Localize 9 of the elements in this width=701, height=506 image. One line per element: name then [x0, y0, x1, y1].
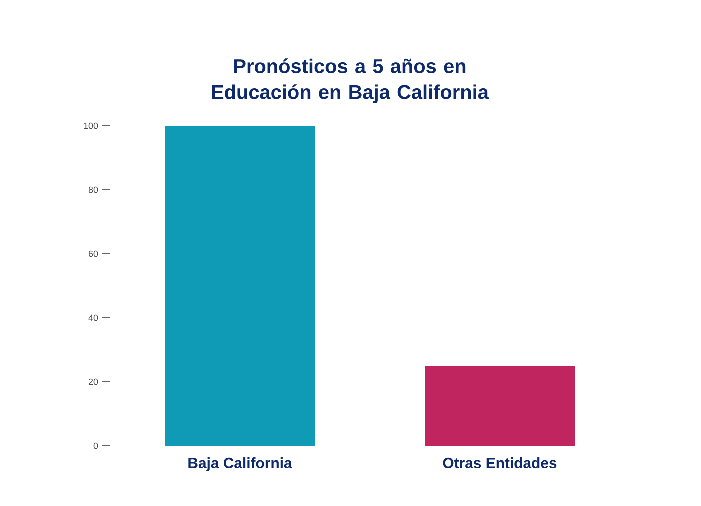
x-tick-label: Baja California — [188, 458, 292, 472]
x-tick-label: Otras Entidades — [443, 458, 557, 468]
y-tick-label: 20 — [88, 378, 98, 386]
y-tick-label: 0 — [94, 442, 98, 450]
y-tick-label: 100 — [84, 122, 98, 130]
chart-title: Pronósticos a 5 años en Educación en Baja California — [212, 58, 490, 104]
y-tick-label: 80 — [88, 186, 98, 194]
y-tick-label: 40 — [88, 314, 98, 322]
y-tick-label: 60 — [88, 250, 98, 258]
